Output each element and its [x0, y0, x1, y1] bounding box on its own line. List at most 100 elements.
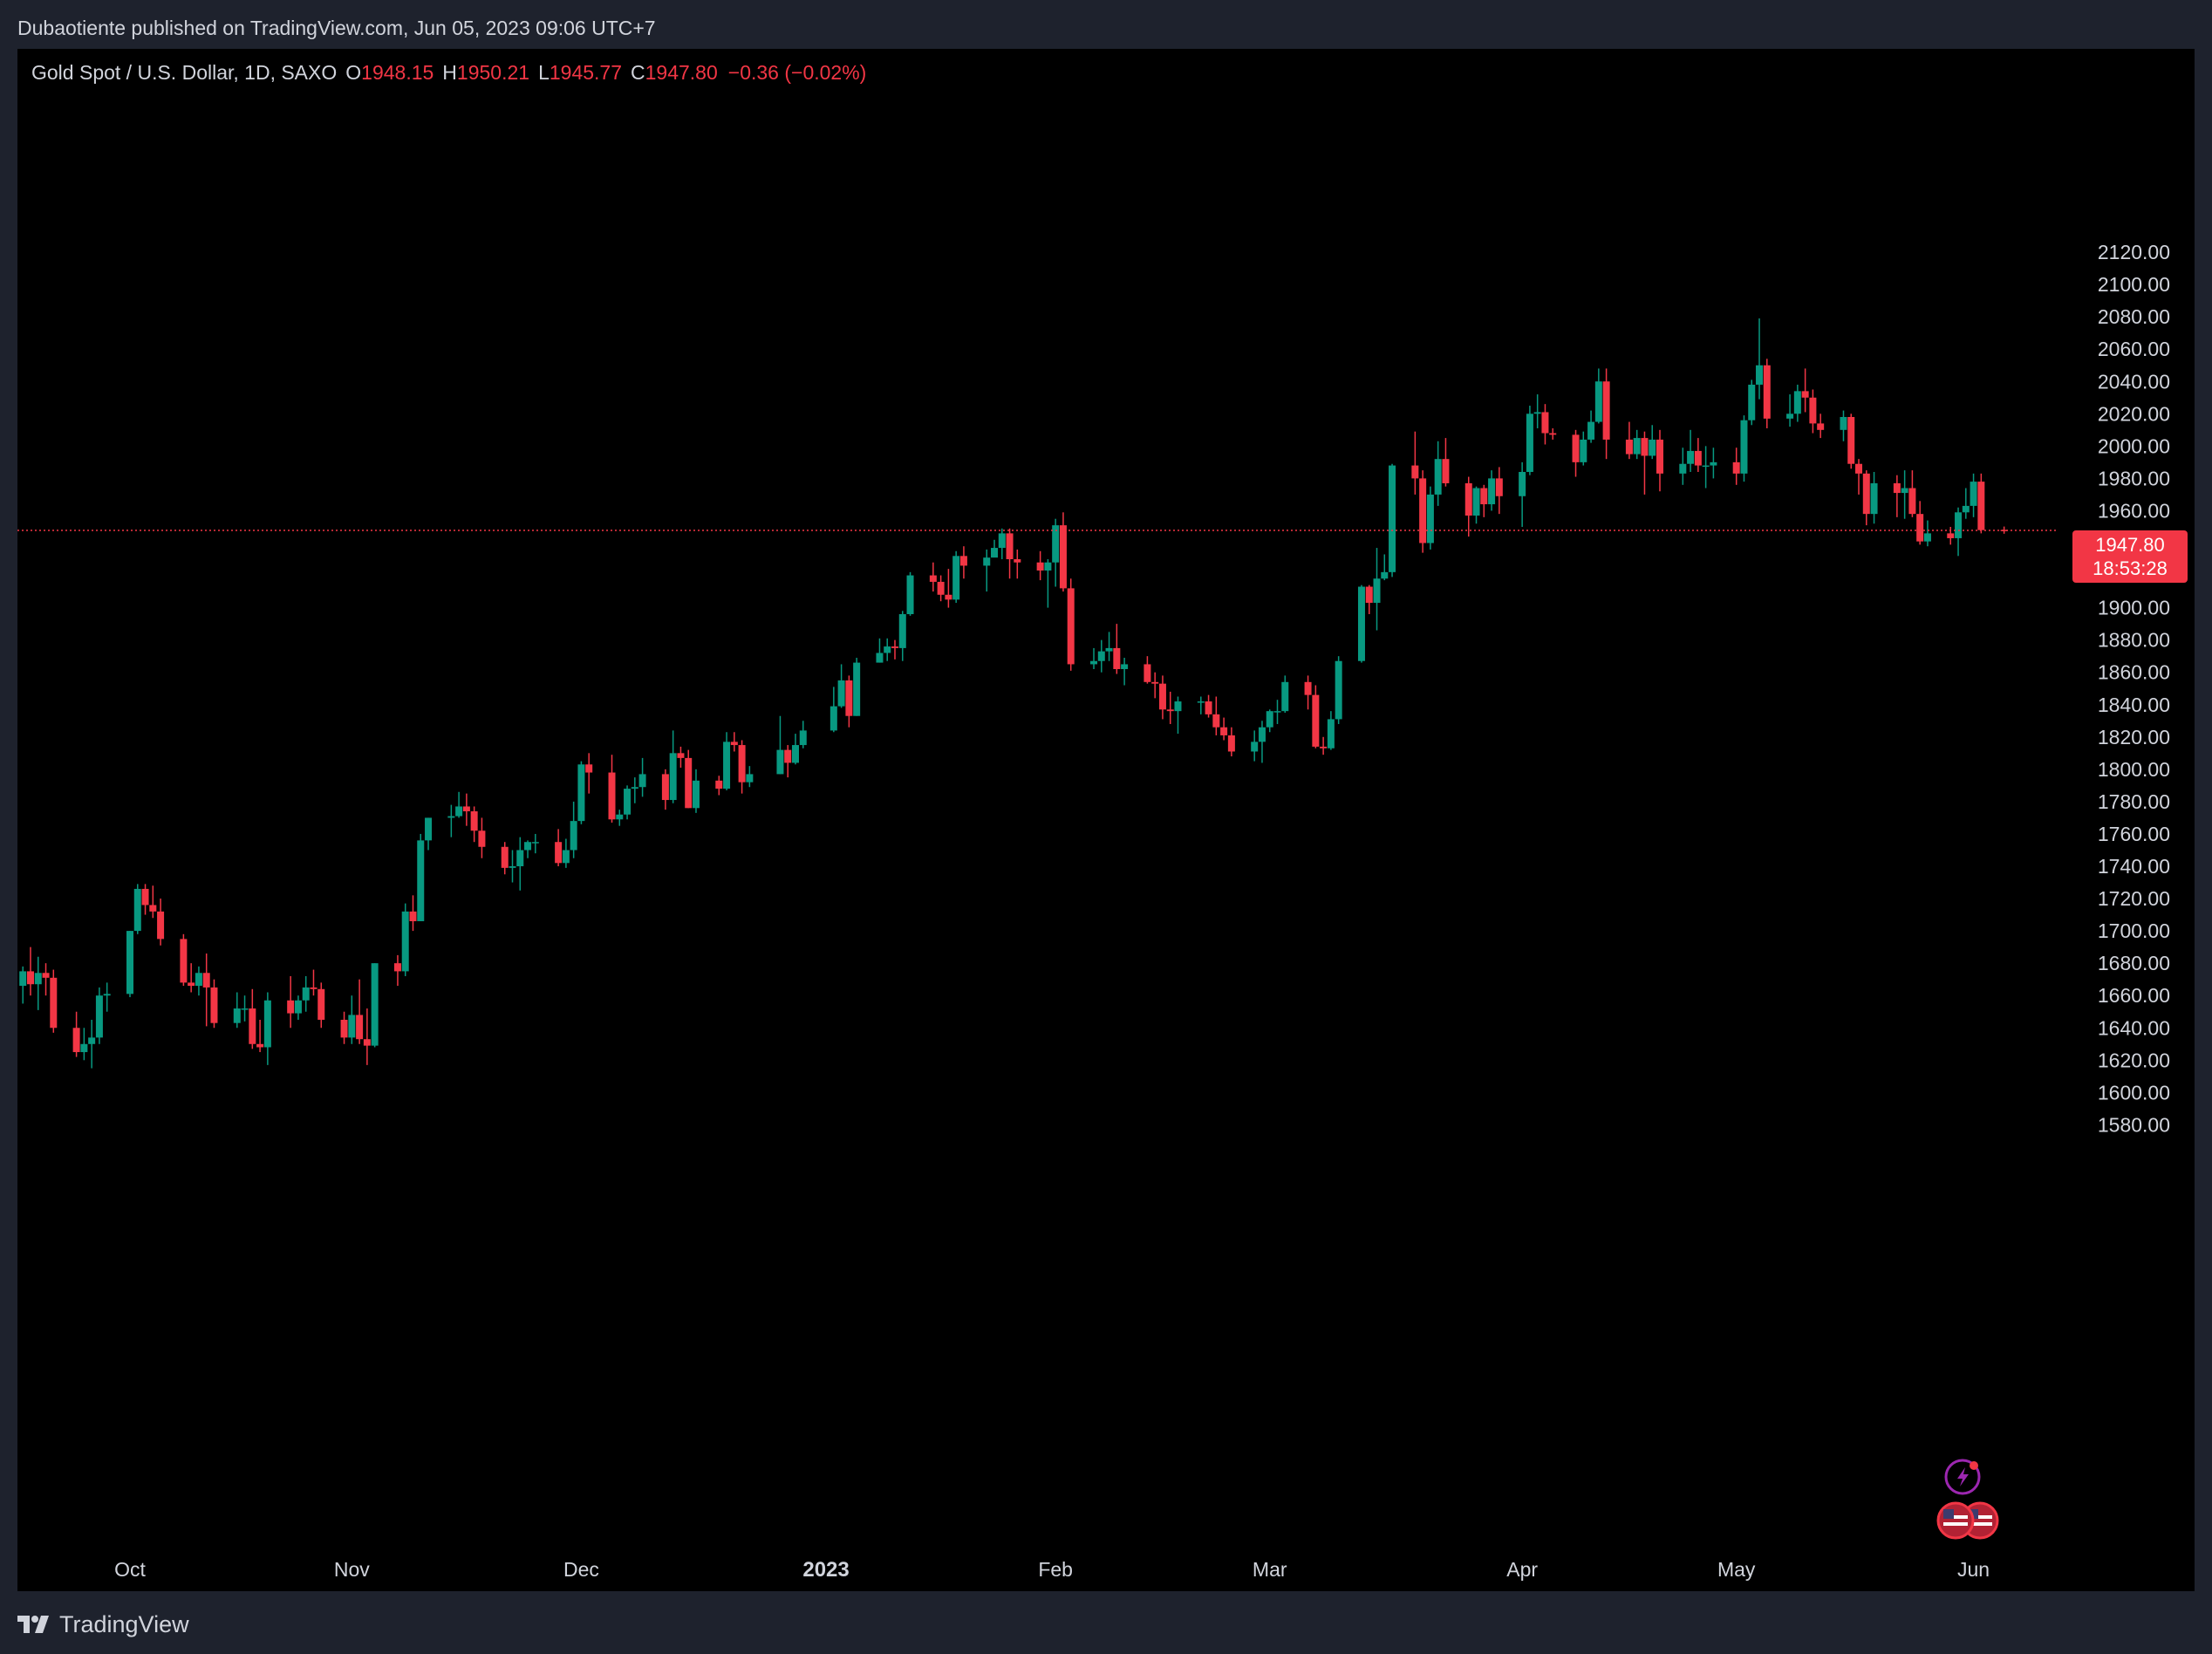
candle[interactable] — [945, 569, 952, 608]
candle[interactable] — [1970, 473, 1977, 517]
candle[interactable] — [585, 753, 593, 794]
candle[interactable] — [1641, 431, 1649, 495]
candle[interactable] — [898, 611, 906, 661]
candle[interactable] — [1533, 394, 1541, 428]
candle[interactable] — [72, 1011, 80, 1057]
candle[interactable] — [1113, 624, 1121, 674]
candle[interactable] — [501, 842, 509, 875]
candle[interactable] — [1227, 727, 1235, 757]
candle[interactable] — [348, 995, 356, 1044]
tradingview-brand[interactable]: TradingView — [59, 1611, 189, 1637]
candle[interactable] — [455, 791, 463, 818]
candle[interactable] — [891, 639, 898, 660]
candle[interactable] — [157, 899, 165, 946]
candle[interactable] — [356, 979, 364, 1044]
candle[interactable] — [80, 1028, 88, 1061]
candle[interactable] — [202, 953, 210, 1027]
candle[interactable] — [256, 1019, 264, 1053]
candle[interactable] — [631, 777, 638, 803]
candle[interactable] — [1809, 389, 1817, 434]
candle[interactable] — [302, 975, 310, 1012]
candle[interactable] — [1090, 647, 1098, 669]
candle[interactable] — [516, 837, 524, 891]
candle[interactable] — [393, 954, 401, 987]
candle[interactable] — [1335, 656, 1342, 724]
candle[interactable] — [1748, 379, 1756, 426]
candle[interactable] — [1702, 446, 1710, 489]
candle[interactable] — [524, 840, 532, 858]
candle[interactable] — [555, 829, 563, 866]
candle[interactable] — [401, 903, 409, 976]
candle[interactable] — [661, 769, 669, 810]
candle[interactable] — [363, 1008, 371, 1065]
candle[interactable] — [730, 732, 738, 752]
candle[interactable] — [570, 801, 577, 858]
candle[interactable] — [723, 732, 731, 790]
candle[interactable] — [608, 755, 616, 823]
candle[interactable] — [1955, 507, 1963, 557]
candle[interactable] — [853, 658, 861, 716]
candle[interactable] — [263, 992, 271, 1065]
candle[interactable] — [1281, 675, 1289, 714]
candle[interactable] — [34, 956, 42, 1010]
candle[interactable] — [1251, 730, 1259, 762]
candle[interactable] — [1105, 632, 1113, 661]
candle[interactable] — [1580, 431, 1587, 466]
candle[interactable] — [294, 995, 302, 1020]
candle[interactable] — [88, 1019, 96, 1069]
candle[interactable] — [1036, 550, 1044, 581]
candle[interactable] — [340, 1011, 348, 1044]
candle[interactable] — [1389, 463, 1396, 578]
candle[interactable] — [1649, 425, 1656, 460]
candle[interactable] — [1801, 368, 1809, 413]
candle[interactable] — [959, 546, 967, 579]
candle[interactable] — [1602, 368, 1610, 460]
candle[interactable] — [1763, 359, 1771, 428]
candle[interactable] — [906, 571, 914, 616]
candle[interactable] — [983, 549, 991, 592]
candle[interactable] — [1916, 501, 1924, 545]
candle[interactable] — [1014, 549, 1021, 579]
candle[interactable] — [638, 757, 646, 797]
candle[interactable] — [876, 638, 884, 663]
candle[interactable] — [837, 664, 845, 708]
candle[interactable] — [149, 885, 157, 919]
candle[interactable] — [1220, 717, 1228, 741]
candle[interactable] — [1908, 470, 1916, 517]
candle[interactable] — [470, 806, 478, 843]
candle[interactable] — [746, 766, 754, 788]
candle[interactable] — [1357, 584, 1365, 663]
candle[interactable] — [1656, 429, 1663, 492]
candle[interactable] — [180, 933, 188, 987]
candle[interactable] — [1464, 476, 1472, 537]
candle[interactable] — [1006, 528, 1014, 579]
candlestick-chart[interactable]: 1580.00 1600.00 1620.00 1640.00 1660.00 1680.… — [17, 49, 2195, 1591]
candle[interactable] — [669, 730, 677, 803]
candle[interactable] — [1434, 441, 1442, 506]
candle[interactable] — [26, 947, 34, 996]
candle[interactable] — [1266, 709, 1273, 733]
candle[interactable] — [287, 975, 295, 1029]
candle[interactable] — [799, 721, 807, 748]
candle[interactable] — [1740, 415, 1748, 482]
candle[interactable] — [409, 895, 417, 932]
candle[interactable] — [1144, 656, 1151, 684]
candle[interactable] — [1625, 421, 1633, 460]
candle[interactable] — [233, 992, 241, 1029]
candle[interactable] — [845, 675, 853, 728]
candle[interactable] — [1044, 559, 1052, 608]
candle[interactable] — [1442, 438, 1450, 487]
candle[interactable] — [509, 850, 516, 883]
candle[interactable] — [1587, 410, 1595, 443]
candle[interactable] — [1901, 470, 1908, 519]
candle[interactable] — [1855, 459, 1863, 495]
candle[interactable] — [50, 969, 58, 1033]
candle[interactable] — [1923, 520, 1931, 547]
candle[interactable] — [1840, 410, 1847, 441]
candle[interactable] — [577, 761, 585, 824]
candle[interactable] — [784, 745, 792, 778]
candle[interactable] — [1381, 554, 1389, 581]
candle[interactable] — [478, 817, 486, 858]
candle[interactable] — [791, 734, 799, 765]
candle[interactable] — [1519, 461, 1526, 527]
